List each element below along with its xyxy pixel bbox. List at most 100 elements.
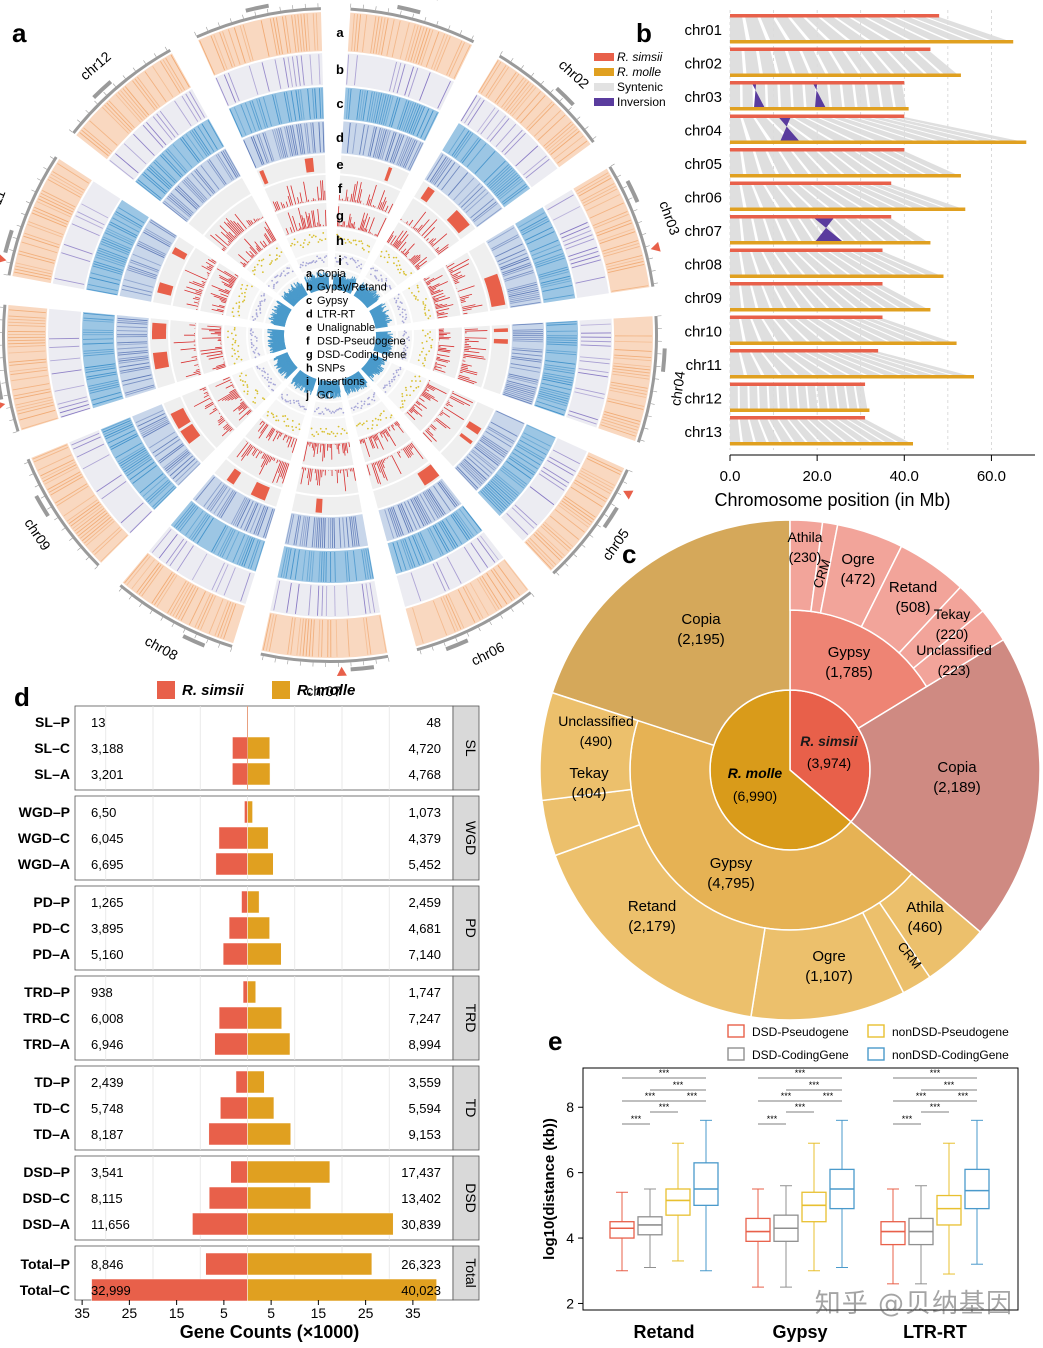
gc-bar xyxy=(375,338,394,342)
gc-bar xyxy=(361,292,372,303)
track-spike xyxy=(366,194,371,206)
track-line xyxy=(94,261,123,271)
track-spike xyxy=(228,283,233,287)
track-spike xyxy=(343,469,347,492)
track-line xyxy=(511,356,542,361)
scale-tick xyxy=(419,650,422,655)
scale-tick xyxy=(573,554,578,558)
track-spike xyxy=(202,283,206,285)
track-g xyxy=(336,203,389,239)
track-line xyxy=(149,221,176,238)
track-line xyxy=(473,203,498,223)
track-spike xyxy=(319,443,322,453)
gc-bar xyxy=(353,373,362,387)
syntenic-ribbon xyxy=(867,351,971,376)
track-spike xyxy=(301,215,306,230)
gc-bar xyxy=(276,313,288,319)
box-body xyxy=(745,1217,771,1242)
track-spike xyxy=(424,277,430,281)
track-line xyxy=(375,17,383,54)
track-line xyxy=(158,443,183,462)
track-line xyxy=(135,409,164,424)
track-line xyxy=(351,13,355,51)
mid-molle-gypsy-name: Gypsy xyxy=(710,855,753,872)
track-line xyxy=(50,173,84,194)
track-line xyxy=(436,36,451,71)
track-spike xyxy=(428,238,434,244)
outer-molle-ogre-value: (1,107) xyxy=(805,968,853,985)
track-dot xyxy=(244,381,247,383)
track-dot xyxy=(397,297,400,300)
group-strip-label: Total xyxy=(463,1258,479,1288)
track-line xyxy=(489,167,513,189)
track-line xyxy=(297,89,303,120)
track-spike xyxy=(204,401,214,408)
track-spike xyxy=(212,407,217,411)
track-line xyxy=(83,127,113,152)
track-spike xyxy=(413,227,416,230)
track-line xyxy=(66,499,98,522)
track-line xyxy=(97,249,127,261)
track-line xyxy=(77,211,105,226)
track-line xyxy=(85,363,115,369)
track-dot xyxy=(361,423,364,426)
track-line xyxy=(455,467,477,490)
track-dot xyxy=(322,232,325,234)
molle-count: 4,768 xyxy=(408,767,441,782)
track-spike xyxy=(450,273,453,276)
track-spike xyxy=(297,197,300,204)
track-line xyxy=(11,375,48,382)
track-line xyxy=(41,461,76,480)
track-spike xyxy=(222,247,226,250)
molle-count: 13,402 xyxy=(401,1191,441,1206)
gc-bar xyxy=(373,317,386,323)
legend-simsii-swatch xyxy=(157,681,175,699)
track-dot xyxy=(429,315,432,317)
gc-bar xyxy=(295,372,305,387)
track-dot xyxy=(403,399,406,402)
track-line xyxy=(175,460,198,483)
track-dot xyxy=(323,430,326,433)
molle-count: 7,247 xyxy=(408,1011,441,1026)
track-dot xyxy=(263,294,265,297)
track-dot xyxy=(326,432,329,435)
group-strip-label: WGD xyxy=(463,821,479,855)
track-dot xyxy=(280,251,283,254)
track-spike xyxy=(460,300,466,303)
track-spike xyxy=(223,221,239,237)
track-line xyxy=(536,400,566,411)
track-dot xyxy=(276,247,278,250)
unalignable-block xyxy=(487,286,506,307)
track-spike xyxy=(352,467,356,481)
track-spike xyxy=(377,190,386,209)
track-line xyxy=(295,90,301,121)
track-line xyxy=(477,107,496,133)
track-dot xyxy=(332,432,335,435)
track-g xyxy=(276,203,327,237)
legend-label-e: Unalignable xyxy=(317,322,375,334)
track-line xyxy=(283,57,290,88)
track-line xyxy=(200,165,220,190)
track-spike xyxy=(299,192,303,203)
track-line xyxy=(257,506,269,536)
track-line xyxy=(86,373,117,380)
gc-bar xyxy=(301,374,309,386)
track-spike xyxy=(262,216,264,219)
track-dot xyxy=(367,397,369,400)
scale-tick xyxy=(112,83,116,87)
track-line xyxy=(391,134,403,163)
track-line xyxy=(396,100,408,129)
track-spike xyxy=(437,350,450,353)
gc-bar xyxy=(369,303,383,312)
simsii-count: 8,187 xyxy=(91,1127,124,1142)
track-line xyxy=(217,601,232,637)
legend-key-c: c xyxy=(306,295,312,307)
track-spike xyxy=(462,308,472,311)
track-dot xyxy=(365,420,368,423)
track-line xyxy=(282,16,289,54)
track-dot xyxy=(255,347,258,349)
track-dot xyxy=(389,287,392,290)
row-TRD–C: TRD–C 6,008 7,247 xyxy=(23,1006,441,1030)
gc-bar xyxy=(375,340,393,344)
gc-bar xyxy=(294,371,303,383)
